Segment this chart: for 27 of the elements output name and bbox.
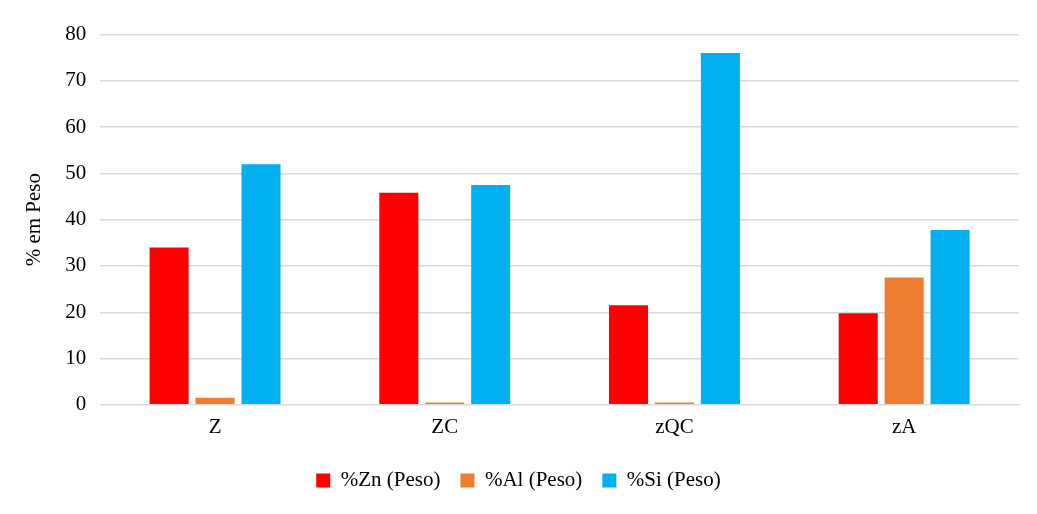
- bar: [838, 313, 878, 405]
- y-tick-label: 20: [65, 298, 87, 323]
- x-tick-label: Z: [208, 413, 222, 438]
- bar: [241, 164, 281, 405]
- bar: [471, 184, 511, 405]
- y-tick-label: 70: [65, 67, 87, 92]
- legend-label: %Si (Peso): [626, 467, 721, 492]
- y-axis-title: % em Peso: [21, 173, 46, 267]
- bar: [195, 397, 235, 405]
- x-tick-label: zA: [891, 413, 918, 438]
- y-tick-label: 30: [65, 252, 87, 277]
- x-tick-label: ZC: [431, 413, 459, 438]
- bar: [884, 277, 924, 405]
- bar: [379, 192, 419, 405]
- y-tick-label: 0: [75, 391, 87, 416]
- y-tick-label: 40: [65, 206, 87, 231]
- y-tick-label: 50: [65, 159, 87, 184]
- legend-label: %Zn (Peso): [340, 467, 441, 492]
- y-tick-label: 10: [65, 345, 87, 370]
- bar: [149, 247, 189, 405]
- bar: [700, 53, 740, 405]
- legend-label: %Al (Peso): [484, 467, 583, 492]
- bar: [608, 305, 649, 405]
- y-tick-label: 80: [65, 21, 87, 46]
- bar: [930, 229, 970, 405]
- y-tick-label: 60: [65, 113, 87, 138]
- x-tick-label: zQC: [655, 413, 694, 438]
